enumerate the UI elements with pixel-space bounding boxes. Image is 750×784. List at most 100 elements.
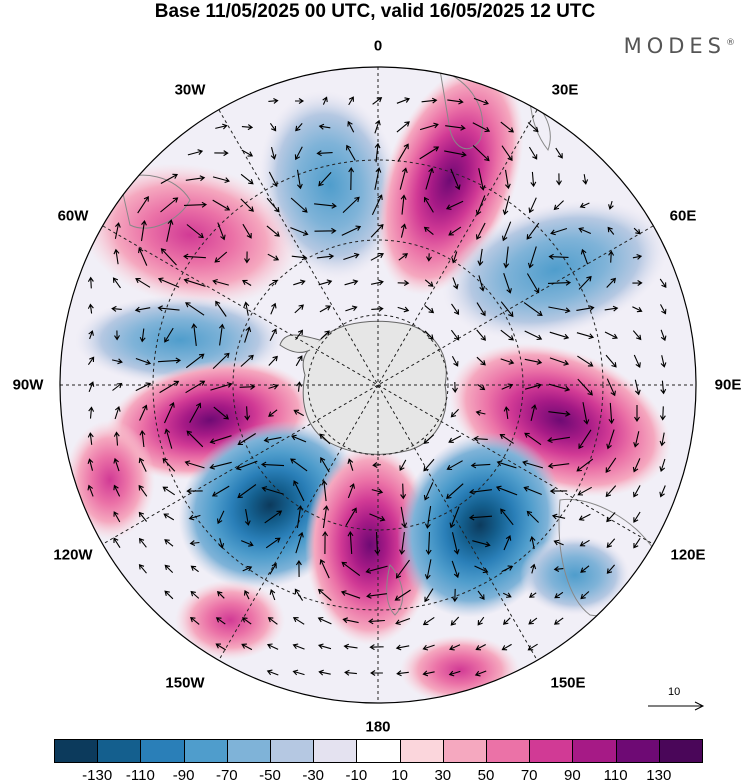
wind-vector: [397, 280, 410, 286]
wind-vector: [605, 354, 617, 368]
wind-vector: [218, 323, 225, 346]
wind-vector: [314, 227, 337, 234]
wind-vector: [477, 248, 484, 267]
wind-vector: [268, 355, 278, 366]
wind-vector: [474, 670, 487, 677]
wind-vector: [212, 352, 230, 369]
wind-vector: [451, 251, 458, 264]
wind-vector: [394, 589, 411, 601]
wind-vector: [503, 246, 510, 269]
wind-vector: [424, 559, 432, 580]
wind-vector: [395, 559, 410, 579]
map-border: [59, 66, 697, 704]
wind-vector: [527, 246, 537, 269]
wind-vector: [347, 458, 354, 471]
wind-vector: [291, 434, 307, 443]
wind-vector: [135, 278, 151, 288]
antarctic-peninsula: [279, 334, 321, 353]
wind-vector: [448, 226, 462, 236]
wind-vector: [578, 275, 592, 290]
wind-vector: [524, 358, 543, 365]
wind-vector: [419, 146, 440, 160]
colorbar-tick-label: -90: [172, 767, 195, 784]
wind-vector: [114, 222, 121, 239]
wind-vector: [166, 219, 174, 242]
wind-vector: [294, 304, 304, 314]
wind-vector: [369, 644, 384, 651]
wind-vector: [212, 176, 230, 184]
colorbar-swatch: [313, 739, 358, 763]
wind-vector: [345, 305, 358, 312]
wind-vector: [268, 98, 279, 104]
wind-vector: [577, 378, 593, 396]
wind-vector: [374, 531, 381, 556]
wind-vector: [500, 301, 514, 318]
wind-vector: [160, 197, 179, 213]
lon-label-30w: 30W: [174, 81, 206, 99]
lon-label-120w: 120W: [53, 546, 93, 564]
wind-vector: [419, 122, 439, 131]
wind-vector: [478, 168, 486, 191]
wind-vector: [500, 329, 515, 341]
wind-vector: [190, 565, 199, 573]
colorbar-swatch: [140, 739, 185, 763]
colorbar-tick-label: 90: [564, 767, 581, 784]
wind-vector: [163, 513, 175, 521]
wind-vector: [111, 358, 123, 365]
wind-vector: [473, 97, 489, 106]
wind-vector: [503, 273, 512, 294]
wind-vector: [344, 669, 357, 676]
wind-vector: [475, 409, 486, 416]
wind-vector: [348, 166, 355, 191]
wind-vector: [347, 120, 355, 133]
wind-vector: [501, 643, 512, 651]
lon-label-180: 180: [365, 718, 391, 736]
wind-vector: [240, 198, 254, 212]
wind-vector: [605, 457, 617, 473]
wind-vector: [319, 433, 331, 445]
wind-vector: [295, 98, 305, 104]
wind-vector: [322, 505, 330, 528]
colorbar-swatch: [54, 739, 99, 763]
wind-vector: [451, 560, 460, 579]
wind-vector: [88, 330, 94, 340]
wind-vector: [396, 670, 409, 677]
wind-vector: [423, 482, 434, 501]
colorbar-swatch: [226, 739, 271, 763]
wind-vector: [423, 196, 434, 213]
anomaly-negative-130e: [520, 535, 630, 615]
wind-vector: [424, 588, 434, 603]
wind-vector: [320, 330, 330, 340]
south-america-coastline: [119, 174, 191, 229]
wind-vector: [425, 167, 434, 190]
wind-vector: [400, 506, 408, 529]
colorbar-tick-label: 50: [477, 767, 495, 784]
wind-vector: [400, 483, 407, 500]
anomaly-positive-160w: [175, 580, 285, 660]
wind-vector: [604, 305, 619, 312]
wind-vector: [475, 644, 486, 651]
wind-vector: [266, 669, 279, 676]
wind-vector: [580, 591, 590, 600]
wind-vector: [608, 250, 615, 263]
wind-vector: [526, 510, 539, 523]
wind-vector: [444, 150, 467, 158]
wind-vector: [468, 514, 493, 521]
colorbar: [54, 739, 703, 765]
lon-label-150e: 150E: [550, 674, 586, 692]
wind-vector: [164, 327, 174, 343]
wind-vector: [317, 616, 332, 625]
wind-vector: [500, 121, 515, 133]
wind-vector: [295, 531, 304, 554]
wind-vector: [345, 507, 357, 526]
wind-vector: [269, 122, 277, 132]
wind-vector: [528, 146, 538, 160]
wind-vector: [659, 485, 666, 498]
wind-vector: [318, 279, 333, 286]
wind-vector: [370, 670, 383, 676]
wind-vector: [162, 486, 176, 496]
wind-vector: [470, 462, 491, 469]
wind-vector: [399, 167, 408, 190]
wind-vector: [553, 566, 564, 572]
wind-vector: [547, 436, 570, 444]
